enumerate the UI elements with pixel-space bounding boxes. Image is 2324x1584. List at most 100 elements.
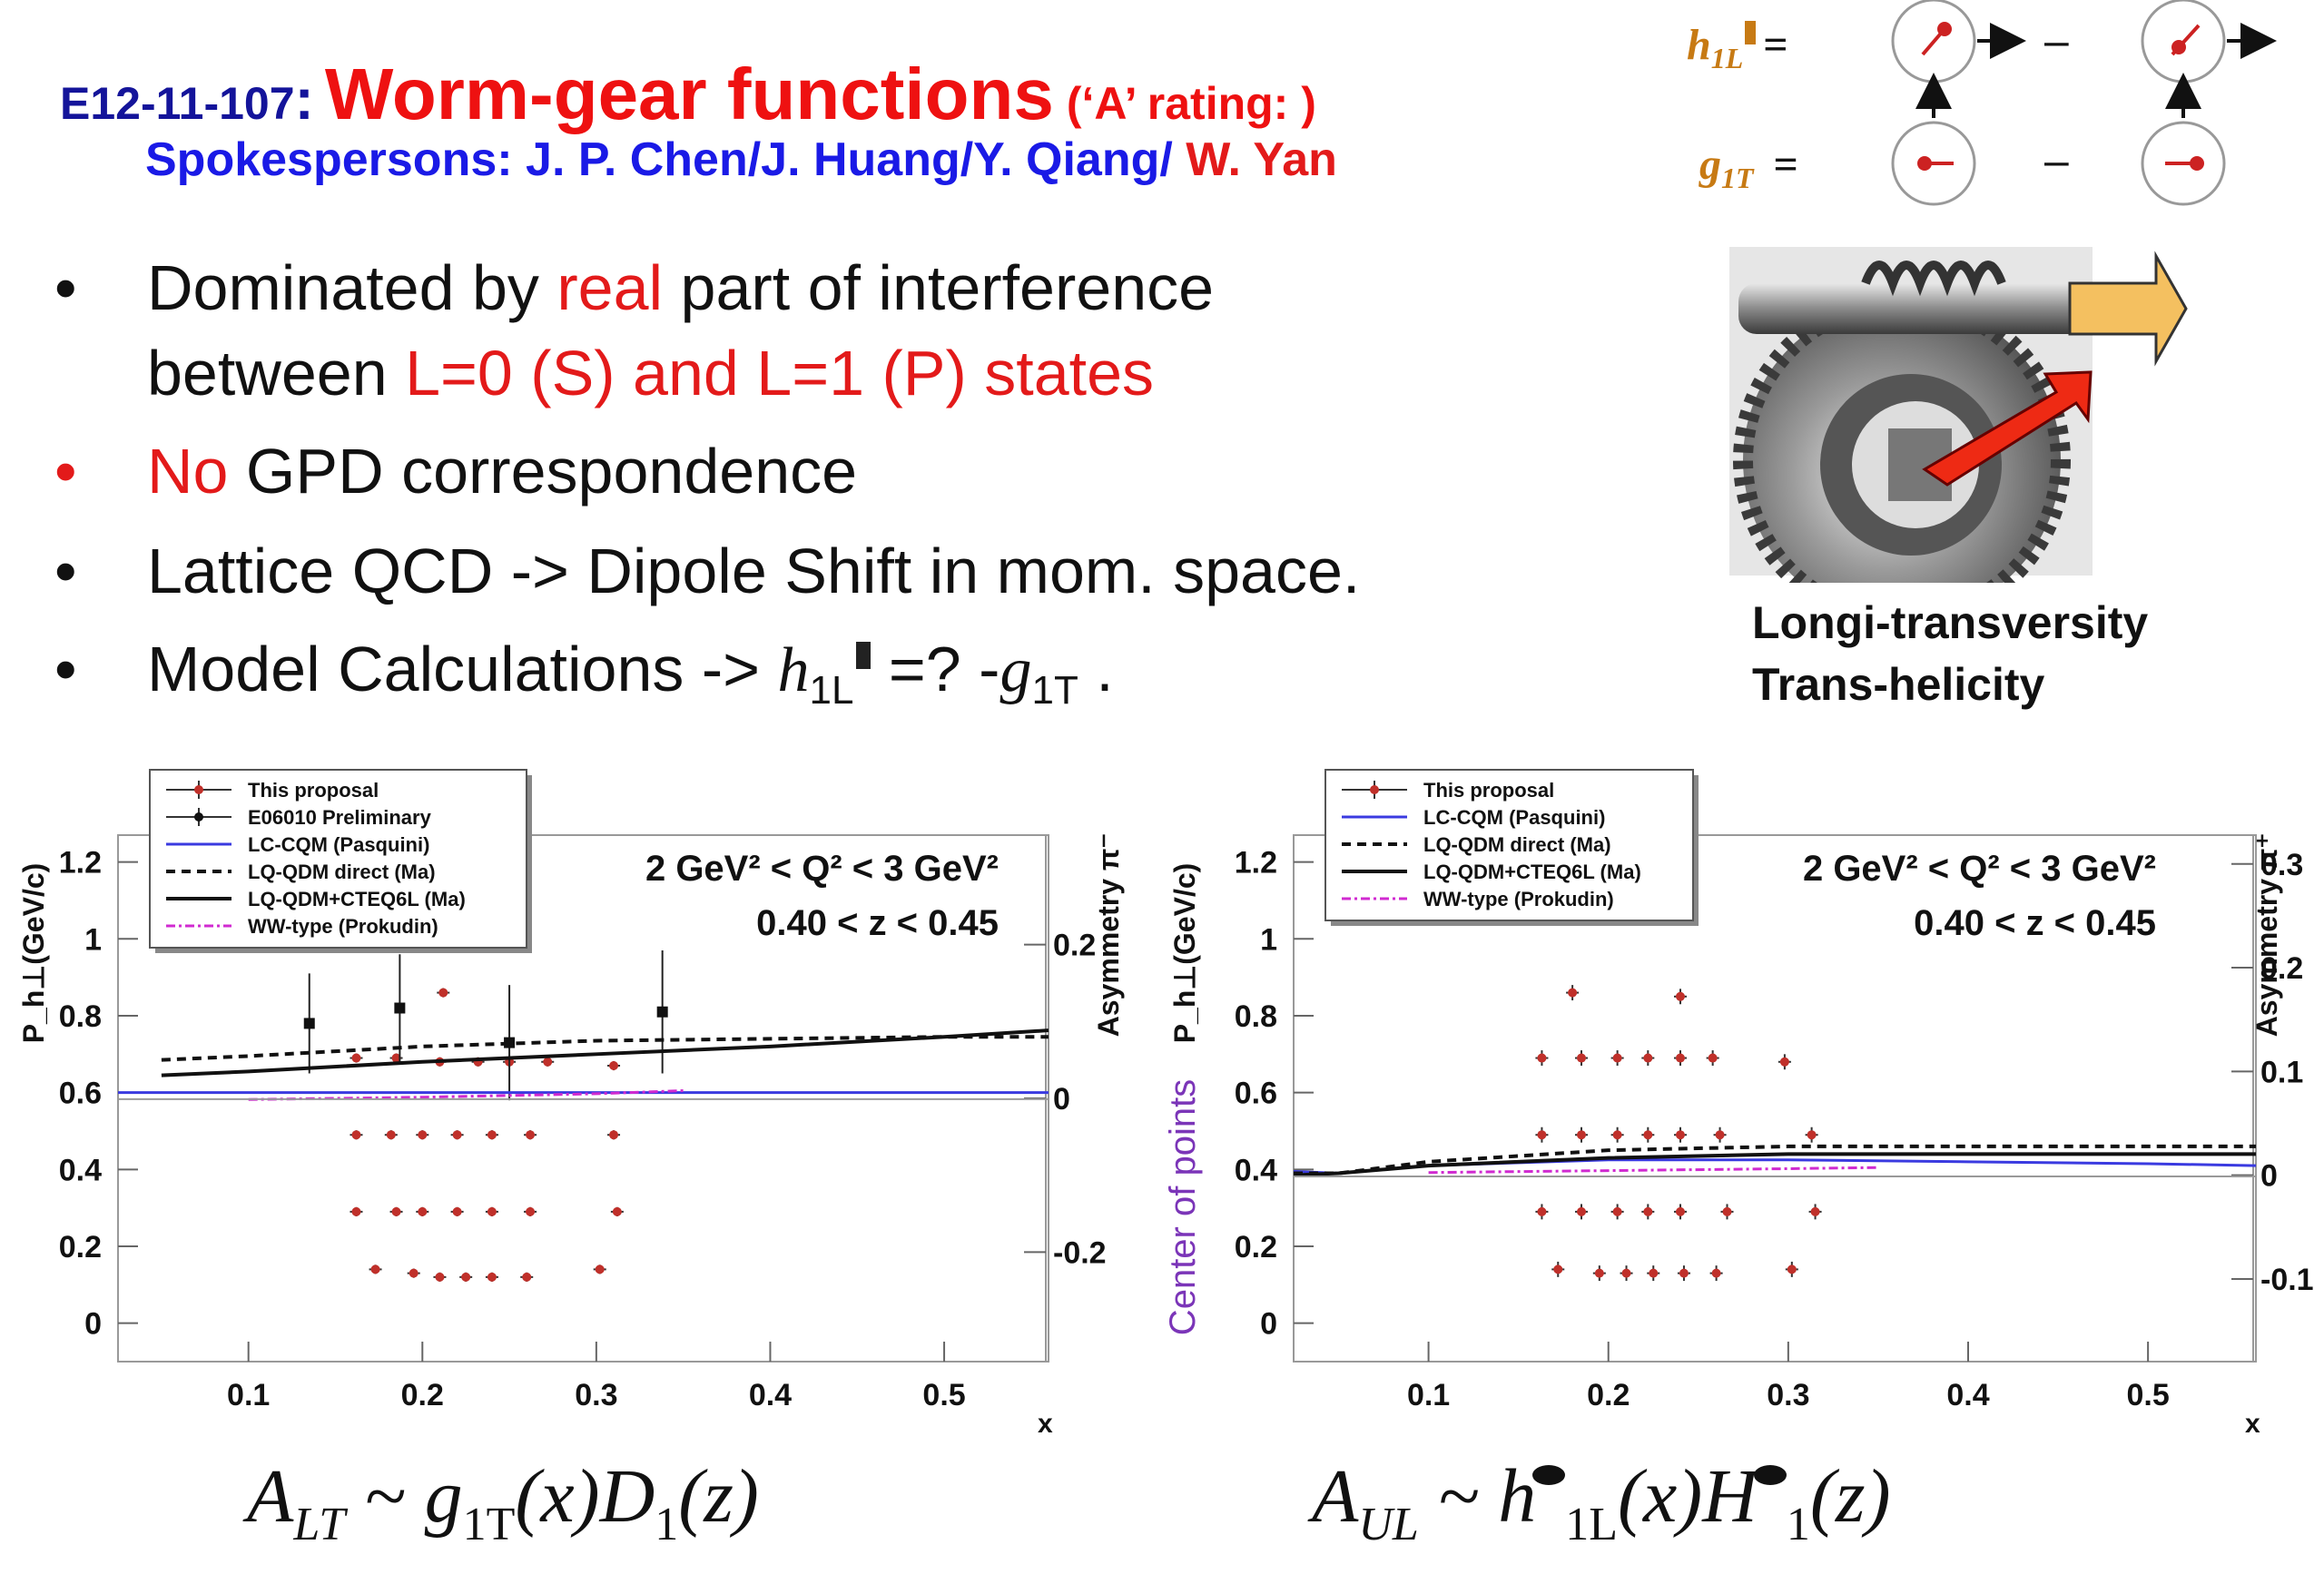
right-tick-label: -0.2 — [1053, 1235, 1107, 1270]
data-point — [595, 1264, 605, 1274]
data-point — [452, 1130, 462, 1140]
bullet-2: • No GPD correspondence — [54, 428, 1360, 514]
bullet-3: • Lattice QCD -> Dipole Shift in mom. spa… — [54, 528, 1360, 614]
spin-circle-g-right — [2141, 73, 2226, 206]
data-point — [1708, 1053, 1718, 1063]
x-tick-label: 0.1 — [227, 1378, 270, 1412]
data-point — [461, 1272, 471, 1282]
h1L-label: h1L = — [1687, 21, 1788, 74]
data-point — [438, 988, 448, 998]
slide-title: Worm-gear functions — [324, 54, 1054, 134]
data-point — [1675, 1130, 1685, 1140]
formula-right: AUL ~ h 1L(x)H 1(z) — [1312, 1454, 1891, 1550]
data-point — [1537, 1130, 1547, 1140]
gear-caption-1: Longi-transversity — [1752, 597, 2149, 648]
legend-swatch — [194, 812, 203, 822]
bullet-list: • Dominated by real part of interference … — [54, 245, 1360, 733]
y-tick-label: 0 — [84, 1307, 102, 1342]
legend-label: This proposal — [1423, 779, 1554, 802]
legend-label: LQ-QDM+CTEQ6L (Ma) — [248, 888, 466, 910]
legend-swatch — [194, 785, 203, 794]
minus-sign-bottom: – — [2044, 137, 2069, 185]
right-axis-label: Asymmetry π⁺ — [2250, 833, 2283, 1038]
y-tick-label: 0.6 — [1235, 1077, 1277, 1111]
bullet-dot: • — [54, 252, 77, 323]
y-tick-label: 0.4 — [1235, 1153, 1277, 1187]
spin-diagram — [1891, 0, 2277, 206]
y-tick-label: 0.6 — [59, 1077, 102, 1111]
data-point — [526, 1206, 536, 1216]
annotation-z: 0.40 < z < 0.45 — [756, 903, 999, 943]
legend-label: WW-type (Prokudin) — [1423, 888, 1614, 910]
spokespersons: Spokespersons: J. P. Chen/J. Huang/Y. Qi… — [145, 133, 1337, 187]
data-point — [1675, 991, 1685, 1001]
chart-right: 0.1 0.2 0.3 0.4 0.5 0 0.2 0.4 0.6 0.8 1 1.2 -0.1 0 0.1… — [1163, 769, 2314, 1439]
data-point — [1577, 1206, 1587, 1216]
legend-label: E06010 Preliminary — [248, 806, 432, 829]
data-point — [351, 1130, 361, 1140]
data-point — [1612, 1130, 1622, 1140]
y-tick-label: 1.2 — [59, 846, 102, 881]
right-tick-label: 0.3 — [2260, 848, 2303, 882]
worm-gear-image — [1729, 247, 2188, 583]
y-tick-label: 0.4 — [59, 1153, 102, 1187]
annotation-q2: 2 GeV² < Q² < 3 GeV² — [645, 849, 999, 889]
y-tick-label: 0.8 — [59, 999, 102, 1034]
y-tick-label: 0 — [1260, 1307, 1277, 1342]
gear-caption: Longi-transversity Trans-helicity — [1752, 592, 2148, 715]
legend-label: LC-CQM (Pasquini) — [1423, 806, 1605, 829]
data-point — [1553, 1264, 1563, 1274]
data-point — [1675, 1053, 1685, 1063]
spin-circle-g-left — [1891, 73, 1976, 206]
x-tick-label: 0.5 — [922, 1378, 965, 1412]
x-axis-label: x — [2245, 1409, 2260, 1439]
data-point — [1649, 1268, 1659, 1278]
data-point — [487, 1206, 497, 1216]
minus-sign-top: – — [2044, 17, 2069, 65]
data-point — [612, 1206, 622, 1216]
data-point — [391, 1206, 401, 1216]
y-tick-label: 0.2 — [1235, 1230, 1277, 1264]
data-point — [522, 1272, 532, 1282]
bullet-dot: • — [54, 436, 77, 507]
data-point — [1711, 1268, 1721, 1278]
slide-header: E12-11-107: Worm-gear functions (‘A’ ratin… — [60, 53, 1316, 136]
data-point — [351, 1206, 361, 1216]
x-tick-label: 0.2 — [401, 1378, 444, 1412]
gear-caption-2: Trans-helicity — [1752, 659, 2045, 710]
data-point — [609, 1061, 619, 1071]
series-line — [161, 1028, 1049, 1077]
data-point — [1537, 1053, 1547, 1063]
bullet-dot: • — [54, 634, 77, 704]
bullet-1-cont: between L=0 (S) and L=1 (P) states — [147, 338, 1155, 408]
data-point-black — [303, 1018, 315, 1029]
x-axis-label: x — [1038, 1409, 1053, 1439]
g1T-label: g1T = — [1699, 141, 1798, 194]
right-tick-label: 0.2 — [2260, 951, 2303, 986]
spokespersons-blue: Spokespersons: J. P. Chen/J. Huang/Y. Qi… — [145, 133, 1173, 186]
right-tick-label: -0.1 — [2260, 1263, 2314, 1297]
y-tick-label: 1 — [1260, 922, 1277, 957]
y-tick-label: 0.8 — [1235, 999, 1277, 1034]
data-point-black — [394, 1002, 406, 1014]
data-point — [409, 1268, 419, 1278]
data-point-black — [656, 1006, 668, 1018]
placeholder-glyph-icon — [1745, 21, 1757, 44]
placeholder-glyph-icon — [856, 642, 872, 669]
bullet-dot: • — [54, 536, 77, 606]
data-point — [1612, 1053, 1622, 1063]
chart-left: 0.1 0.2 0.3 0.4 0.5 0 0.2 0.4 0.6 0.8 1 1.2 -0.2 0 0.2… — [17, 769, 1125, 1439]
legend-label: LQ-QDM+CTEQ6L (Ma) — [1423, 861, 1641, 883]
legend-box — [1324, 769, 1694, 921]
data-point — [435, 1272, 445, 1282]
legend-label: WW-type (Prokudin) — [248, 915, 438, 938]
data-point — [386, 1130, 396, 1140]
x-tick-label: 0.1 — [1407, 1378, 1450, 1412]
y-axis-label: P_h⊥(GeV/c) — [17, 863, 50, 1044]
series-line — [1428, 1166, 1878, 1175]
series-line — [248, 1089, 684, 1101]
data-point — [1643, 1053, 1653, 1063]
data-point — [1679, 1268, 1689, 1278]
experiment-code: E12-11-107 — [60, 78, 295, 129]
right-axis-label: Asymmetry π⁻ — [1092, 833, 1125, 1038]
